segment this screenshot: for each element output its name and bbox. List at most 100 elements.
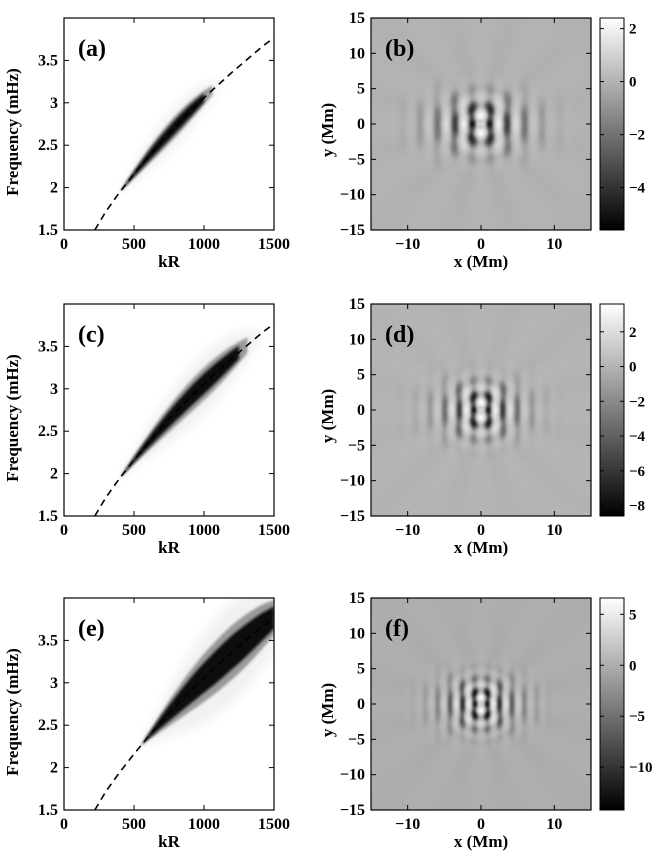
x-axis-label: kR xyxy=(158,832,180,851)
plot-frame xyxy=(63,303,275,517)
panel-label: (e) xyxy=(78,616,105,642)
y-tick-label: 10 xyxy=(349,45,365,62)
colorbar-tick-label: −4 xyxy=(629,181,646,197)
power-ridge xyxy=(141,606,274,746)
plot-frame xyxy=(370,303,592,517)
spectrum-panel: 0 500 1000 1500 1.5 2 2.5 3 3.5 kR Frequency (mHz)… xyxy=(3,597,290,851)
x-tick-label: 0 xyxy=(477,816,485,833)
y-tick-label: 0 xyxy=(357,116,365,133)
colorbar-gradient xyxy=(599,303,625,517)
x-tick-label: 10 xyxy=(546,522,562,539)
colorbar-tick-label: 0 xyxy=(629,75,637,91)
x-tick-label: 0 xyxy=(60,816,68,833)
x-axis-label: kR xyxy=(158,252,180,271)
colorbar: 5 0 −5 −10 xyxy=(599,597,653,811)
x-tick-label: 10 xyxy=(546,816,562,833)
y-tick-label: 15 xyxy=(349,590,365,607)
colorbar-tick-label: 0 xyxy=(629,658,637,674)
x-tick-label: 500 xyxy=(122,236,146,253)
y-tick-label: 1.5 xyxy=(38,508,58,525)
x-tick-label: −10 xyxy=(395,236,420,253)
power-ridge xyxy=(120,345,239,478)
dispersion-curve xyxy=(94,616,274,810)
y-tick-label: 0 xyxy=(357,402,365,419)
x-axis-label: x (Mm) xyxy=(454,832,508,851)
y-tick-label: 5 xyxy=(357,81,365,98)
colorbar-tick-label: 0 xyxy=(629,360,637,376)
y-tick-label: −10 xyxy=(340,187,365,204)
x-tick-label: −10 xyxy=(395,816,420,833)
spectrum-panel: 0 500 1000 1500 1.5 2 2.5 3 3.5 kR Frequency (mHz)… xyxy=(3,303,290,557)
y-axis-label: y (Mm) xyxy=(318,389,337,443)
spectrum-panel: 0 500 1000 1500 1.5 2 2.5 3 3.5 kR Frequency (mHz)… xyxy=(3,17,290,271)
y-tick-label: 5 xyxy=(357,661,365,678)
kernel-panel: −10 0 10 −15 −10 −5 0 5 10 15 x (Mm) y (Mm) (d) 2 0 −2 −… xyxy=(318,296,646,557)
colorbar-gradient xyxy=(599,17,625,231)
dispersion-curve xyxy=(94,36,274,230)
y-tick-label: 2 xyxy=(50,466,58,483)
y-tick-label: 0 xyxy=(357,696,365,713)
colorbar-tick-label: −2 xyxy=(629,128,645,144)
colorbar-tick-label: 5 xyxy=(629,607,637,623)
y-tick-label: 3 xyxy=(50,95,58,112)
power-ridge xyxy=(120,93,204,192)
y-tick-label: 2.5 xyxy=(38,137,58,154)
x-tick-label: 1000 xyxy=(188,236,220,253)
x-axis-label: kR xyxy=(158,538,180,557)
kernel-panel: −10 0 10 −15 −10 −5 0 5 10 15 x (Mm) y (Mm) (b) 2 0 −2 −… xyxy=(318,10,646,271)
colorbar-tick-label: −2 xyxy=(629,394,645,410)
kernel-image xyxy=(371,18,591,230)
colorbar-tick-label: −8 xyxy=(629,499,645,515)
x-tick-label: 1000 xyxy=(188,816,220,833)
y-tick-label: −10 xyxy=(340,767,365,784)
panel-label: (c) xyxy=(78,322,105,348)
x-tick-label: 10 xyxy=(546,236,562,253)
colorbar-gradient xyxy=(599,597,625,811)
y-axis-label: Frequency (mHz) xyxy=(3,68,22,196)
y-tick-label: 2 xyxy=(50,180,58,197)
y-axis-label: Frequency (mHz) xyxy=(3,648,22,776)
y-tick-label: 3.5 xyxy=(38,338,58,355)
x-tick-label: 1500 xyxy=(258,236,290,253)
panel-label: (b) xyxy=(385,36,414,62)
plot-frame xyxy=(370,597,592,811)
y-tick-label: −5 xyxy=(348,151,365,168)
y-tick-label: 1.5 xyxy=(38,222,58,239)
y-axis-label: y (Mm) xyxy=(318,683,337,737)
x-tick-label: 0 xyxy=(60,522,68,539)
y-tick-label: 1.5 xyxy=(38,802,58,819)
colorbar-tick-label: 2 xyxy=(629,325,637,341)
x-tick-label: 1500 xyxy=(258,816,290,833)
x-tick-label: 1500 xyxy=(258,522,290,539)
y-tick-label: 15 xyxy=(349,296,365,313)
x-tick-label: 0 xyxy=(477,522,485,539)
plot-frame xyxy=(370,17,592,231)
x-tick-label: 500 xyxy=(122,816,146,833)
colorbar: 2 0 −2 −4 −6 −8 xyxy=(599,303,646,517)
plot-frame xyxy=(63,17,275,231)
y-tick-label: 3.5 xyxy=(38,632,58,649)
colorbar-tick-label: −5 xyxy=(629,709,645,725)
kernel-image xyxy=(371,304,591,516)
colorbar-tick-label: 2 xyxy=(629,22,637,38)
y-tick-label: 2.5 xyxy=(38,423,58,440)
colorbar: 2 0 −2 −4 xyxy=(599,17,646,231)
y-tick-label: 15 xyxy=(349,10,365,27)
y-axis-label: y (Mm) xyxy=(318,103,337,157)
colorbar-tick-label: −10 xyxy=(629,760,653,776)
y-tick-label: 2 xyxy=(50,760,58,777)
y-tick-label: 3 xyxy=(50,675,58,692)
x-tick-label: 1000 xyxy=(188,522,220,539)
y-tick-label: −15 xyxy=(340,508,365,525)
y-tick-label: 10 xyxy=(349,625,365,642)
kernel-image xyxy=(371,598,591,810)
panel-label: (a) xyxy=(78,36,106,62)
y-tick-label: 10 xyxy=(349,331,365,348)
y-tick-label: −15 xyxy=(340,222,365,239)
panel-label: (d) xyxy=(385,322,414,348)
panel-label: (f) xyxy=(385,616,409,642)
y-tick-label: 3.5 xyxy=(38,52,58,69)
y-tick-label: 2.5 xyxy=(38,717,58,734)
y-tick-label: 3 xyxy=(50,381,58,398)
